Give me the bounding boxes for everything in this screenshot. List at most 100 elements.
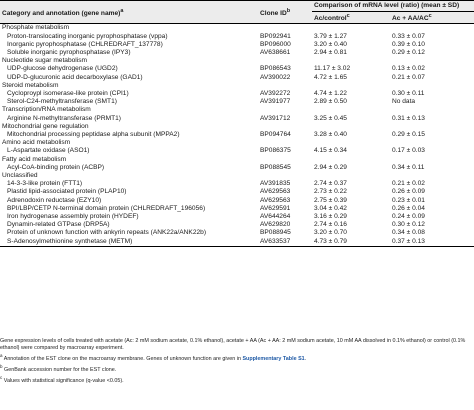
ac-control-value: 3.25 ± 0.45 — [314, 114, 347, 122]
gene-name: Soluble inorganic pyrophosphatase (IPY3) — [7, 49, 131, 56]
table-row: Proton-translocating inorganic pyrophosp… — [0, 33, 474, 41]
gene-name: UDP-D-glucuronic acid decarboxylase (GAD… — [7, 73, 143, 81]
clone-id: BP092941 — [260, 32, 291, 40]
supplementary-table-link[interactable]: Supplementary Table S1 — [242, 356, 305, 363]
ac-aa-ac-value: 0.34 ± 0.11 — [392, 163, 425, 171]
gene-name: 14-3-3-like protein (FTT1) — [7, 180, 83, 188]
ac-aa-ac-value: 0.37 ± 0.13 — [390, 237, 474, 247]
gene-name: Inorganic pyrophosphatase (CHLREDRAFT_13… — [7, 40, 163, 48]
note-significance: c Values with statistical significance (… — [0, 375, 124, 385]
ac-control-value: 3.28 ± 0.40 — [314, 131, 347, 139]
ac-control-value: 3.04 ± 0.42 — [314, 204, 347, 212]
ac-control-value: 2.73 ± 0.22 — [314, 188, 347, 196]
header-sub2: Ac + AA/ACc — [390, 11, 474, 25]
clone-id: BP096000 — [260, 40, 291, 48]
gene-name: UDP-glucose dehydrogenase (UGD2) — [7, 65, 118, 73]
ac-aa-ac-value: 0.17 ± 0.03 — [392, 147, 425, 155]
ac-control-value: 2.74 ± 0.37 — [314, 180, 347, 188]
table-row: S-Adenosylmethionine synthetase (METM) AV… — [0, 237, 474, 247]
clone-id: BP088545 — [260, 163, 291, 171]
ac-control-value: 3.20 ± 0.40 — [314, 40, 347, 48]
table-row: UDP-D-glucuronic acid decarboxylase (GAD… — [0, 74, 474, 82]
ac-aa-ac-value: No data — [392, 98, 416, 106]
category-label: Unclassified — [2, 172, 38, 180]
category-row: Mitochondrial gene regulation — [0, 123, 474, 131]
gene-name: Plastid lipid-associated protein (PLAP10… — [7, 188, 127, 196]
category-row: Transcription/RNA metabolism — [0, 106, 474, 114]
ac-control-value: 4.73 ± 0.79 — [312, 237, 390, 247]
gene-name: Arginine N-methyltransferase (PRMT1) — [7, 114, 121, 122]
note-general: Gene expression levels of cells treated … — [0, 338, 466, 352]
clone-id: AV391712 — [260, 114, 291, 122]
gene-name: Proton-translocating inorganic pyrophosp… — [7, 32, 168, 40]
table-row: Acyl-CoA-binding protein (ACBP) BP088545 2… — [0, 164, 474, 172]
header-category: Category and annotation (gene name)a — [0, 0, 258, 25]
ac-control-value: 4.72 ± 1.65 — [314, 73, 347, 81]
note-annotation: a Annotation of the EST clone on the mac… — [0, 353, 307, 363]
table-row: Arginine N-methyltransferase (PRMT1) AV39… — [0, 115, 474, 123]
table-row: Adrenodoxin reductase (EZY10) AV629563 2.7… — [0, 197, 474, 205]
header-comparison: Comparison of mRNA level (ratio) (mean ±… — [312, 0, 474, 12]
table-row: Sterol-C24-methyltransferase (SMT1) AV391… — [0, 98, 474, 106]
ac-control-value: 3.20 ± 0.70 — [314, 229, 347, 237]
ac-aa-ac-value: 0.13 ± 0.02 — [392, 65, 425, 73]
ac-aa-ac-value: 0.29 ± 0.15 — [392, 131, 425, 139]
clone-id: AV629563 — [260, 196, 291, 204]
clone-id: BP094764 — [260, 131, 291, 139]
ac-aa-ac-value: 0.29 ± 0.12 — [392, 49, 425, 56]
gene-name: BPI/LBP/CETP N-terminal domain protein (… — [7, 204, 206, 212]
gene-name: Acyl-CoA-binding protein (ACBP) — [7, 163, 105, 171]
gene-name: Sterol-C24-methyltransferase (SMT1) — [7, 98, 117, 106]
table-row: Mitochondrial processing peptidase alpha… — [0, 131, 474, 139]
ac-aa-ac-value: 0.39 ± 0.10 — [392, 40, 425, 48]
table-row: 14-3-3-like protein (FTT1) AV391835 2.74 ±… — [0, 180, 474, 188]
ac-control-value: 2.75 ± 0.39 — [314, 196, 347, 204]
clone-id: AV629563 — [260, 188, 291, 196]
gene-name: Protein of unknown function with ankyrin… — [7, 229, 207, 237]
ac-aa-ac-value: 0.33 ± 0.07 — [392, 32, 425, 40]
ac-control-value: 2.94 ± 0.81 — [314, 49, 347, 56]
category-label: Mitochondrial gene regulation — [2, 122, 89, 130]
table-row: Protein of unknown function with ankyrin… — [0, 229, 474, 237]
table-row: Plastid lipid-associated protein (PLAP10… — [0, 188, 474, 196]
category-row: Unclassified — [0, 172, 474, 180]
ac-control-value: 4.15 ± 0.34 — [314, 147, 347, 155]
table-row: Soluble inorganic pyrophosphatase (IPY3)… — [0, 49, 474, 57]
ac-aa-ac-value: 0.21 ± 0.02 — [392, 180, 425, 188]
clone-id: AV629591 — [260, 204, 291, 212]
gene-name: Adrenodoxin reductase (EZY10) — [7, 196, 102, 204]
header-clone-id: Clone IDb — [258, 0, 312, 25]
clone-id: BP088945 — [260, 229, 291, 237]
table-row: UDP-glucose dehydrogenase (UGD2) BP086543… — [0, 65, 474, 73]
clone-id: AV644264 — [260, 213, 291, 221]
clone-id: AV391977 — [260, 98, 291, 106]
category-label: Steroid metabolism — [2, 81, 59, 89]
table-notes: Gene expression levels of cells treated … — [0, 338, 474, 385]
category-row: Amino acid metabolism — [0, 139, 474, 147]
ac-aa-ac-value: 0.24 ± 0.09 — [392, 213, 425, 221]
ac-control-value: 3.16 ± 0.29 — [314, 213, 347, 221]
gene-name: Iron hydrogenase assembly protein (HYDEF… — [7, 213, 139, 221]
note-clone: b GenBank accession number for the EST c… — [0, 364, 117, 374]
ac-aa-ac-value: 0.30 ± 0.11 — [392, 90, 425, 98]
table-row: Dynamin-related GTPase (DRP5A) AV629820 2.… — [0, 221, 474, 229]
clone-id: AV629820 — [260, 221, 291, 229]
header-sub1: Ac/controlc — [312, 11, 390, 25]
ac-aa-ac-value: 0.23 ± 0.01 — [392, 196, 425, 204]
category-label: Phosphate metabolism — [2, 24, 70, 32]
ac-control-value: 4.74 ± 1.22 — [314, 90, 347, 98]
category-label: Fatty acid metabolism — [2, 155, 67, 163]
clone-id: AV638661 — [260, 49, 291, 56]
ac-aa-ac-value: 0.30 ± 0.12 — [392, 221, 425, 229]
clone-id: AV633537 — [258, 237, 312, 247]
category-row: Fatty acid metabolism — [0, 156, 474, 164]
table-row: BPI/LBP/CETP N-terminal domain protein (… — [0, 205, 474, 213]
category-label: Nucleotide sugar metabolism — [2, 57, 88, 65]
table-row: Cycloproypl isomerase-like protein (CPI1… — [0, 90, 474, 98]
category-label: Transcription/RNA metabolism — [2, 106, 91, 114]
gene-name: S-Adenosylmethionine synthetase (METM) — [0, 237, 258, 247]
ac-aa-ac-value: 0.34 ± 0.08 — [392, 229, 425, 237]
clone-id: AV390022 — [260, 73, 291, 81]
clone-id: BP086375 — [260, 147, 291, 155]
